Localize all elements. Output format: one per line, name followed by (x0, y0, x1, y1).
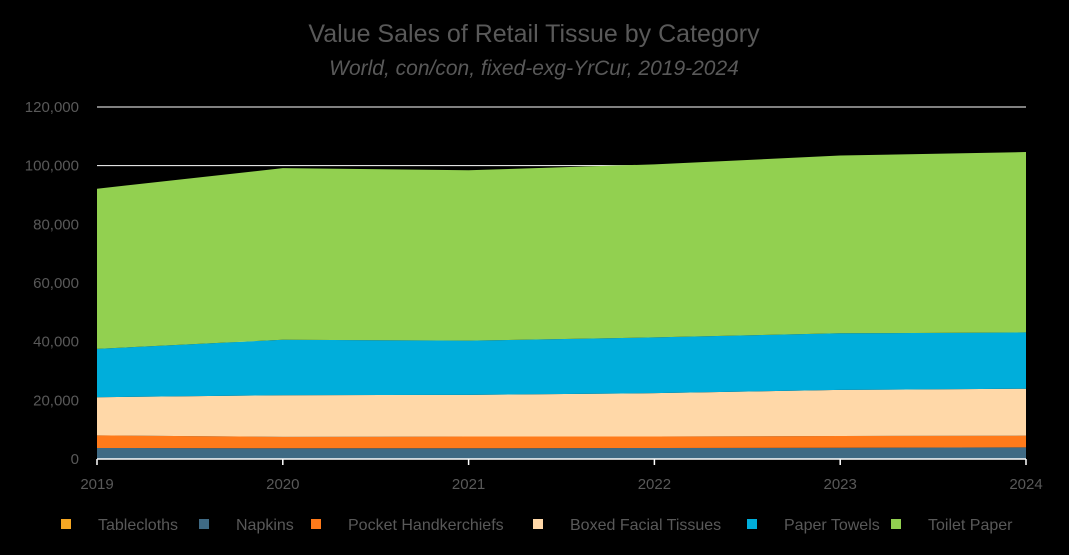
legend-swatch-toilet-paper (891, 519, 901, 529)
y-tick-label-0: 0 (71, 451, 79, 468)
legend: Tablecloths Napkins Pocket Handkerchiefs Bo… (61, 517, 1013, 534)
x-tick-label-2024: 2024 (1009, 476, 1042, 493)
legend-label-boxed-facial-tissues: Boxed Facial Tissues (570, 517, 721, 534)
y-tick-label-6: 120,000 (25, 99, 79, 116)
legend-item-toilet-paper: Toilet Paper (891, 517, 1013, 534)
x-tick-label-2022: 2022 (638, 476, 671, 493)
y-axis-ticks: 0 20,000 40,000 60,000 80,000 100,000 120,000 (25, 99, 79, 468)
x-tick-label-2019: 2019 (80, 476, 113, 493)
y-tick-label-3: 60,000 (33, 275, 79, 292)
legend-label-paper-towels: Paper Towels (784, 517, 880, 534)
y-tick-label-2: 40,000 (33, 334, 79, 351)
plot-areas (97, 152, 1026, 459)
legend-label-toilet-paper: Toilet Paper (928, 517, 1013, 534)
area-series-boxed-facial-tissues (97, 388, 1026, 437)
area-series-paper-towels (97, 332, 1026, 398)
area-series-toilet-paper (97, 152, 1026, 349)
chart-title: Value Sales of Retail Tissue by Category (308, 20, 760, 48)
legend-swatch-pocket-handkerchiefs (311, 519, 321, 529)
x-tick-label-2020: 2020 (266, 476, 299, 493)
legend-item-boxed-facial-tissues: Boxed Facial Tissues (533, 517, 721, 534)
legend-item-pocket-handkerchiefs: Pocket Handkerchiefs (311, 517, 504, 534)
legend-item-tablecloths: Tablecloths (61, 517, 178, 534)
x-axis-ticks: 2019 2020 2021 2022 2023 2024 (80, 459, 1043, 493)
legend-swatch-paper-towels (747, 519, 757, 529)
legend-item-paper-towels: Paper Towels (747, 517, 880, 534)
y-tick-label-5: 100,000 (25, 158, 79, 175)
y-tick-label-1: 20,000 (33, 392, 79, 409)
legend-label-tablecloths: Tablecloths (98, 517, 178, 534)
area-series-napkins (97, 447, 1026, 459)
legend-swatch-napkins (199, 519, 209, 529)
x-tick-label-2021: 2021 (452, 476, 485, 493)
legend-swatch-tablecloths (61, 519, 71, 529)
area-series-pocket-handkerchiefs (97, 435, 1026, 449)
legend-swatch-boxed-facial-tissues (533, 519, 543, 529)
legend-label-pocket-handkerchiefs: Pocket Handkerchiefs (348, 517, 504, 534)
legend-label-napkins: Napkins (236, 517, 294, 534)
legend-item-napkins: Napkins (199, 517, 294, 534)
y-tick-label-4: 80,000 (33, 216, 79, 233)
chart-subtitle: World, con/con, fixed-exg-YrCur, 2019-20… (329, 57, 739, 80)
x-tick-label-2023: 2023 (824, 476, 857, 493)
